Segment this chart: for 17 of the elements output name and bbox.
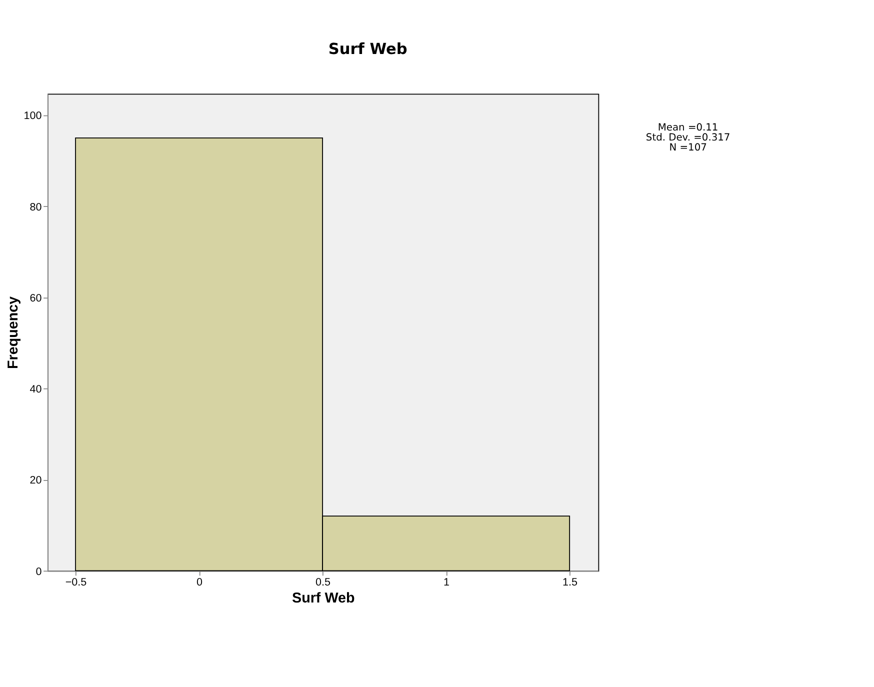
x-tick-label: 0 <box>196 576 202 589</box>
text: Std. Dev. =0.317 <box>646 132 730 144</box>
x-tick-label: 1 <box>444 576 450 589</box>
text: N =107 <box>669 142 707 154</box>
y-tick-label: 80 <box>30 201 42 214</box>
x-tick-label: −0.5 <box>65 576 87 589</box>
chart-title: Surf Web <box>328 40 408 58</box>
y-tick-label: 100 <box>24 110 42 122</box>
y-tick-label: 0 <box>36 566 42 578</box>
text: Mean =0.11 <box>658 122 718 134</box>
y-tick-label: 40 <box>30 384 42 396</box>
y-tick-label: 60 <box>30 292 42 304</box>
x-tick-label: 0.5 <box>316 576 330 589</box>
y-axis-title: Frequency <box>5 296 22 369</box>
x-axis-title: Surf Web <box>292 590 355 607</box>
y-tick-label: 20 <box>30 474 42 487</box>
x-tick-label: 1.5 <box>562 576 578 589</box>
